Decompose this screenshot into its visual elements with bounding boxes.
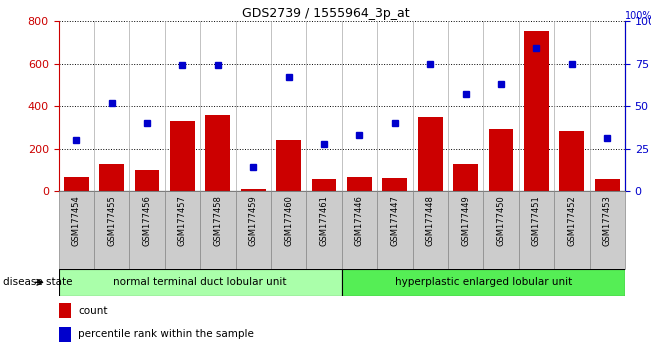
Text: GDS2739 / 1555964_3p_at: GDS2739 / 1555964_3p_at — [242, 7, 409, 20]
Bar — [590, 191, 625, 269]
Bar — [206, 115, 230, 191]
Bar — [307, 191, 342, 269]
Bar — [236, 191, 271, 269]
Text: GSM177458: GSM177458 — [214, 195, 223, 246]
Text: disease state: disease state — [3, 277, 73, 287]
Text: 100%: 100% — [625, 11, 651, 21]
Bar — [59, 303, 71, 318]
Text: GSM177454: GSM177454 — [72, 195, 81, 246]
Text: GSM177450: GSM177450 — [497, 195, 506, 246]
Text: GSM177448: GSM177448 — [426, 195, 435, 246]
Bar — [135, 170, 159, 191]
Bar — [595, 179, 620, 191]
Text: GSM177459: GSM177459 — [249, 195, 258, 246]
Text: hyperplastic enlarged lobular unit: hyperplastic enlarged lobular unit — [395, 277, 572, 287]
Bar — [483, 191, 519, 269]
Text: GSM177457: GSM177457 — [178, 195, 187, 246]
Bar — [312, 179, 337, 191]
Bar — [448, 191, 483, 269]
Bar — [413, 191, 448, 269]
Bar — [489, 129, 514, 191]
Bar — [383, 178, 408, 191]
Bar — [271, 191, 307, 269]
Bar — [559, 131, 584, 191]
Text: GSM177446: GSM177446 — [355, 195, 364, 246]
Bar — [200, 191, 236, 269]
Text: count: count — [78, 306, 108, 316]
Bar — [59, 191, 94, 269]
Bar — [347, 177, 372, 191]
Bar — [64, 177, 89, 191]
Bar — [342, 191, 377, 269]
Bar — [59, 269, 342, 296]
Text: GSM177447: GSM177447 — [391, 195, 399, 246]
Text: GSM177452: GSM177452 — [568, 195, 576, 246]
Bar — [377, 191, 413, 269]
Text: GSM177456: GSM177456 — [143, 195, 152, 246]
Text: percentile rank within the sample: percentile rank within the sample — [78, 329, 254, 339]
Bar — [524, 31, 549, 191]
Text: GSM177449: GSM177449 — [461, 195, 470, 246]
Text: GSM177455: GSM177455 — [107, 195, 116, 246]
Bar — [130, 191, 165, 269]
Bar — [241, 189, 266, 191]
Text: GSM177460: GSM177460 — [284, 195, 293, 246]
Bar — [165, 191, 200, 269]
Bar — [170, 121, 195, 191]
Text: GSM177461: GSM177461 — [320, 195, 329, 246]
Text: GSM177453: GSM177453 — [603, 195, 612, 246]
Text: normal terminal duct lobular unit: normal terminal duct lobular unit — [113, 277, 287, 287]
Bar — [59, 327, 71, 342]
Bar — [418, 117, 443, 191]
Bar — [453, 164, 478, 191]
Bar — [100, 164, 124, 191]
Bar — [276, 140, 301, 191]
Bar — [519, 191, 554, 269]
Bar — [554, 191, 590, 269]
Bar — [342, 269, 625, 296]
Bar — [94, 191, 130, 269]
Text: GSM177451: GSM177451 — [532, 195, 541, 246]
